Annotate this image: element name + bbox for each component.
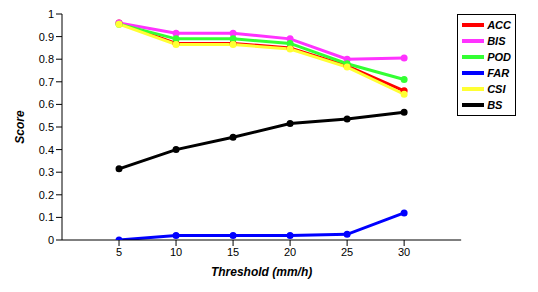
svg-text:0.5: 0.5 (39, 121, 54, 133)
svg-text:25: 25 (341, 246, 353, 258)
svg-text:0.7: 0.7 (39, 76, 54, 88)
svg-text:1: 1 (48, 8, 54, 20)
svg-text:20: 20 (284, 246, 296, 258)
svg-text:10: 10 (170, 246, 182, 258)
html-text:ACC: ACC (487, 19, 511, 31)
html-text:BS: BS (487, 99, 503, 111)
svg-text:0.8: 0.8 (39, 53, 54, 65)
svg-text:Threshold (mm/h): Threshold (mm/h) (211, 265, 312, 279)
svg-text:0.6: 0.6 (39, 98, 54, 110)
html-text:CSI: CSI (487, 83, 506, 95)
svg-text:30: 30 (398, 246, 410, 258)
svg-text:0.9: 0.9 (39, 31, 54, 43)
svg-text:0.4: 0.4 (39, 144, 54, 156)
svg-text:0: 0 (48, 234, 54, 246)
html-text:POD: POD (487, 51, 511, 63)
svg-text:5: 5 (116, 246, 122, 258)
svg-text:0.2: 0.2 (39, 189, 54, 201)
svg-text:15: 15 (227, 246, 239, 258)
html-text:BIS: BIS (487, 35, 506, 47)
svg-text:0.3: 0.3 (39, 166, 54, 178)
svg-text:0.1: 0.1 (39, 211, 54, 223)
svg-text:Score: Score (13, 110, 27, 144)
html-text:FAR: FAR (487, 67, 510, 79)
